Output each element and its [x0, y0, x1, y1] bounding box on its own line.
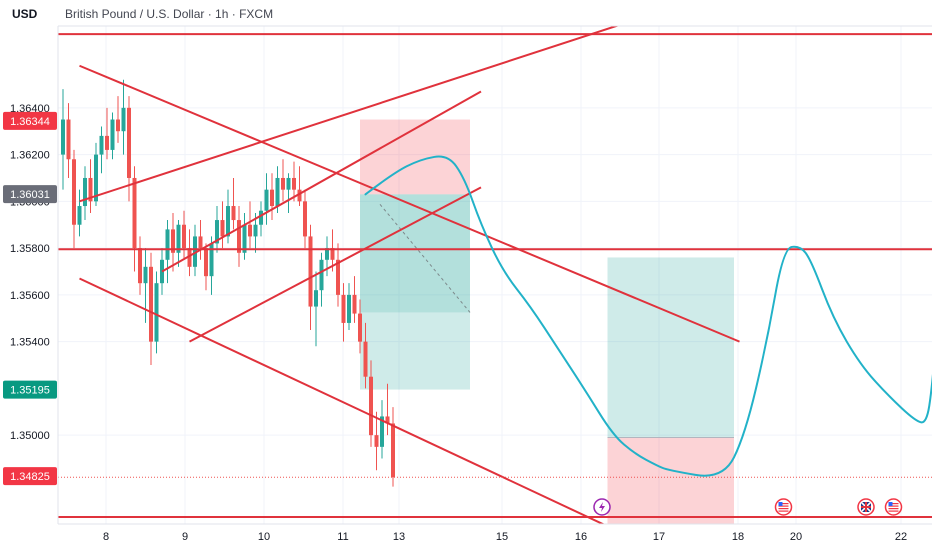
candle-body: [182, 225, 186, 248]
candle-body: [270, 190, 274, 206]
loss-zone: [360, 120, 470, 195]
candle-body: [364, 342, 368, 377]
candle-body: [320, 260, 324, 290]
time-tick-label: 18: [732, 531, 744, 543]
candle-body: [358, 314, 362, 342]
candle-body: [67, 120, 71, 160]
candle-body: [369, 377, 373, 435]
time-tick-label: 9: [182, 531, 188, 543]
candle-body: [336, 260, 340, 295]
candle-body: [100, 136, 104, 155]
candle-body: [309, 236, 313, 306]
candle-body: [105, 136, 109, 150]
price-label-text: 1.35195: [10, 385, 50, 397]
time-tick-label: 11: [337, 531, 348, 543]
candle-body: [144, 267, 148, 283]
candle-body: [375, 435, 379, 447]
candle-body: [204, 248, 208, 276]
candle-body: [347, 295, 351, 323]
time-tick-label: 13: [393, 531, 405, 543]
candle-body: [94, 155, 98, 202]
candle-body: [237, 220, 241, 253]
us-event-icon[interactable]: [776, 499, 792, 515]
candle-body: [314, 290, 318, 306]
candle-body: [111, 120, 115, 150]
price-tick-label: 1.35800: [10, 243, 50, 255]
gain_dark-zone: [360, 194, 470, 312]
candle-body: [127, 108, 131, 178]
loss-zone: [608, 437, 735, 538]
candle-body: [292, 178, 296, 190]
candle-body: [149, 267, 153, 342]
candle-body: [221, 220, 225, 236]
candle-body: [155, 283, 159, 341]
gain-zone: [608, 257, 735, 437]
candle-body: [259, 211, 263, 225]
candle-body: [276, 178, 280, 206]
currency-label[interactable]: USD: [12, 7, 38, 21]
candle-body: [281, 178, 285, 190]
candle-body: [78, 206, 82, 225]
gain-zone: [360, 312, 470, 389]
candle-body: [303, 201, 307, 236]
price-label-text: 1.36344: [10, 116, 50, 128]
candle-body: [287, 178, 291, 190]
candle-body: [248, 225, 252, 237]
position-zones: [360, 120, 734, 539]
price-tick-label: 1.36200: [10, 150, 50, 162]
price-label-text: 1.34825: [10, 471, 50, 483]
candle-body: [391, 423, 395, 477]
symbol-title[interactable]: British Pound / U.S. Dollar · 1h · FXCM: [65, 7, 273, 21]
time-tick-label: 8: [103, 531, 109, 543]
time-tick-label: 10: [258, 531, 270, 543]
candle-body: [138, 248, 142, 283]
candle-body: [353, 295, 357, 314]
candles: [61, 80, 395, 487]
price-tick-label: 1.35600: [10, 290, 50, 302]
time-tick-label: 22: [895, 531, 907, 543]
time-tick-label: 20: [790, 531, 802, 543]
time-tick-label: 15: [496, 531, 508, 543]
candle-body: [199, 236, 203, 248]
price-label-text: 1.36031: [10, 189, 50, 201]
candle-body: [116, 120, 120, 132]
time-tick-label: 17: [653, 531, 665, 543]
candle-body: [232, 206, 236, 220]
candle-body: [226, 206, 230, 236]
price-tick-label: 1.35400: [10, 337, 50, 349]
time-tick-label: 16: [575, 531, 587, 543]
candle-body: [254, 225, 258, 237]
drawing-lines[interactable]: [58, 7, 932, 550]
candle-body: [265, 190, 269, 211]
us-event-icon[interactable]: [886, 499, 902, 515]
candle-body: [83, 178, 87, 206]
price-tick-label: 1.35000: [10, 430, 50, 442]
candle-body: [72, 159, 76, 224]
candle-body: [342, 295, 346, 323]
candle-body: [133, 178, 137, 248]
candle-body: [122, 108, 126, 131]
candle-body: [61, 120, 65, 155]
candle-body: [166, 229, 170, 259]
